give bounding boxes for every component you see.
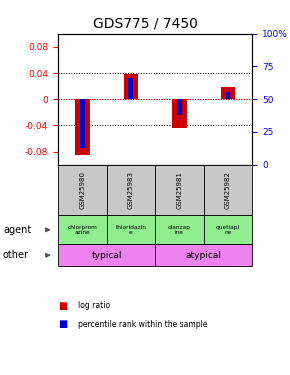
Bar [172, 99, 187, 128]
Text: GSM25982: GSM25982 [225, 171, 231, 209]
Bar [177, 99, 182, 115]
Bar [106, 216, 155, 244]
Text: log ratio: log ratio [78, 301, 110, 310]
Bar [58, 244, 155, 266]
Text: ■: ■ [58, 320, 67, 329]
Text: GDS775 / 7450: GDS775 / 7450 [93, 17, 197, 31]
Bar [155, 216, 204, 244]
Bar [155, 244, 252, 266]
Bar [221, 87, 235, 99]
Text: atypical: atypical [186, 251, 222, 260]
Text: other: other [3, 250, 29, 260]
Bar [124, 74, 138, 99]
Text: agent: agent [3, 225, 31, 235]
Text: thioridazin
e: thioridazin e [115, 225, 146, 235]
Text: typical: typical [91, 251, 122, 260]
Bar [58, 216, 106, 244]
Text: olanzap
ine: olanzap ine [168, 225, 191, 235]
Text: quetiapi
ne: quetiapi ne [216, 225, 240, 235]
Bar [155, 165, 204, 216]
Text: GSM25983: GSM25983 [128, 171, 134, 209]
Text: chlorprom
azine: chlorprom azine [67, 225, 97, 235]
Text: GSM25981: GSM25981 [176, 171, 182, 209]
Bar [226, 92, 231, 99]
Bar [75, 99, 90, 155]
Text: percentile rank within the sample: percentile rank within the sample [78, 320, 208, 329]
Bar [58, 165, 106, 216]
Bar [80, 99, 85, 148]
Bar [204, 165, 252, 216]
Bar [128, 78, 133, 99]
Text: ■: ■ [58, 301, 67, 310]
Text: GSM25980: GSM25980 [79, 171, 85, 209]
Bar [204, 216, 252, 244]
Bar [106, 165, 155, 216]
